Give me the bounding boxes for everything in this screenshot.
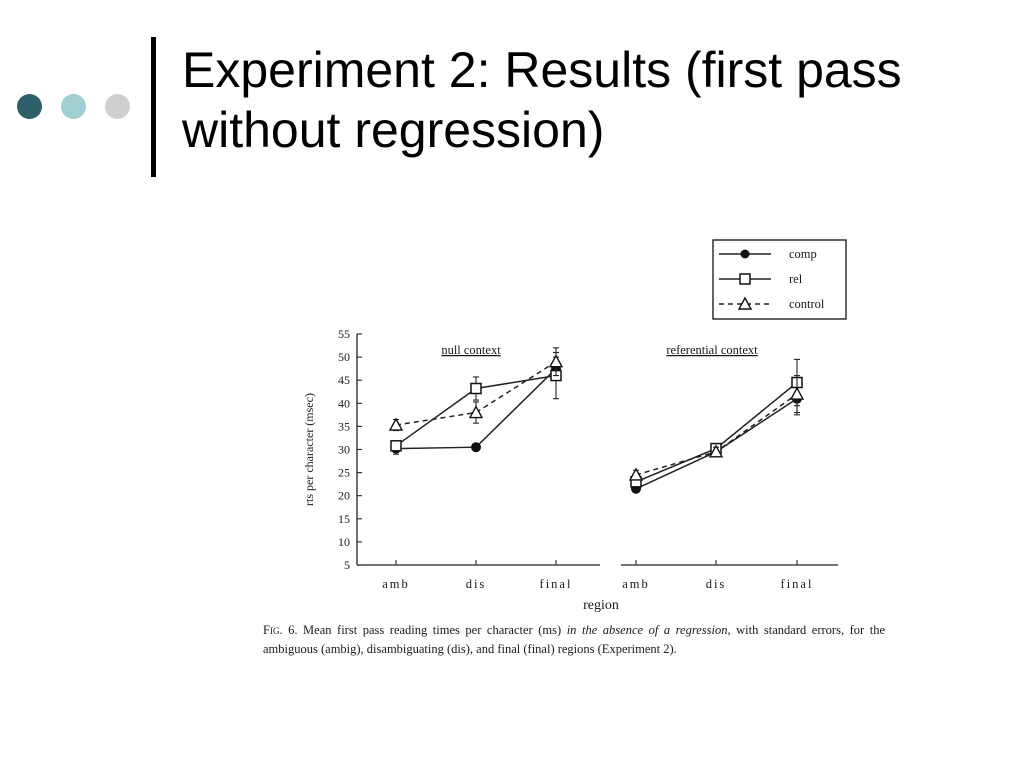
figure-caption: Fig. 6. Mean first pass reading times pe… <box>263 621 885 659</box>
x-tick-label: dis <box>706 577 727 591</box>
x-tick-label: final <box>781 577 814 591</box>
chart: 5 10 15 20 25 30 35 40 45 50 55 rts per character (… <box>302 239 847 613</box>
marker-control <box>789 386 805 400</box>
caption-emphasis: in the absence of a regression <box>566 623 728 637</box>
legend-marker-rel <box>739 273 751 285</box>
y-axis-label: rts per character (msec) <box>302 393 316 506</box>
bullet-dot-dark <box>17 94 42 119</box>
legend-label: control <box>789 297 825 311</box>
slide-bullets <box>17 94 137 120</box>
x-tick-label: amb <box>622 577 650 591</box>
marker-control <box>708 444 724 458</box>
x-tick-label: final <box>540 577 573 591</box>
marker-control <box>468 405 484 419</box>
y-tick-label: 45 <box>338 373 350 387</box>
y-tick-label: 55 <box>338 327 350 341</box>
x-axis-label: region <box>583 598 619 613</box>
y-tick-label: 10 <box>338 535 350 549</box>
panel-title: referential context <box>666 343 758 357</box>
marker-rel <box>390 440 402 452</box>
title-divider <box>151 37 156 177</box>
panel-title: null context <box>441 343 501 357</box>
caption-text-1: Mean first pass reading times per charac… <box>297 623 567 637</box>
y-tick-label: 15 <box>338 512 350 526</box>
legend-marker-control <box>737 296 753 310</box>
x-tick-label: amb <box>382 577 410 591</box>
bullet-dot-gray <box>105 94 130 119</box>
y-tick-label: 30 <box>338 443 350 457</box>
bullet-dot-teal <box>61 94 86 119</box>
y-tick-label: 25 <box>338 466 350 480</box>
y-tick-label: 35 <box>338 419 350 433</box>
y-tick-label: 40 <box>338 396 350 410</box>
slide-title: Experiment 2: Results (first pass withou… <box>182 42 902 158</box>
series-line-control <box>635 393 798 476</box>
caption-text-2: , with standard errors, for the ambiguou… <box>263 623 885 656</box>
y-tick-label: 20 <box>338 489 350 503</box>
marker-control <box>548 354 564 368</box>
marker-rel <box>470 382 482 395</box>
x-tick-label: dis <box>466 577 487 591</box>
caption-label: Fig. 6. <box>263 623 298 637</box>
y-tick-label: 5 <box>344 558 350 572</box>
legend-label: rel <box>789 272 803 286</box>
marker-comp <box>471 442 481 453</box>
series-line-control <box>395 361 557 426</box>
series-line-rel <box>635 381 798 483</box>
legend-marker-comp <box>740 249 750 259</box>
legend-label: comp <box>789 247 817 261</box>
figure: 5 10 15 20 25 30 35 40 45 50 55 rts per character (… <box>258 228 898 688</box>
marker-control <box>628 467 644 481</box>
y-tick-label: 50 <box>338 350 350 364</box>
marker-control <box>388 417 404 431</box>
